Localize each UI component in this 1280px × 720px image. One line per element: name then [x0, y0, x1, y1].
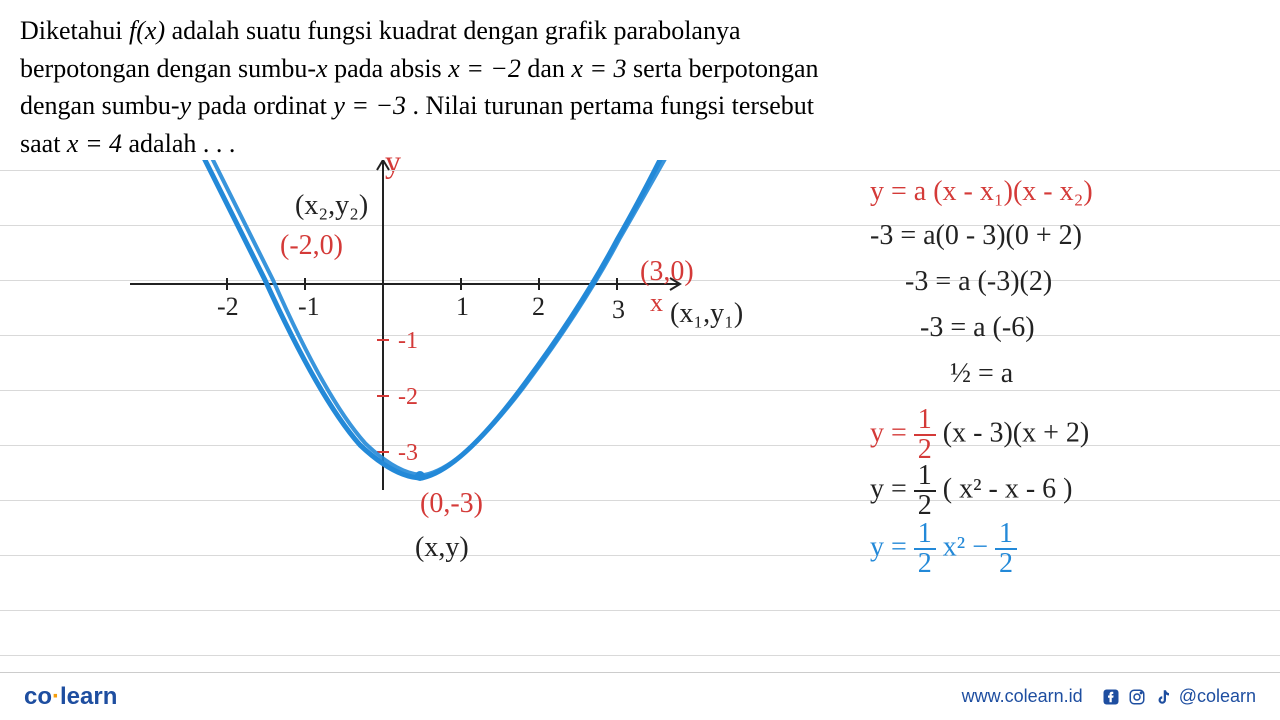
fx: f(x): [129, 16, 165, 45]
work-line-3: -3 = a (-3)(2): [905, 268, 1052, 296]
work-line-4: -3 = a (-6): [920, 314, 1035, 342]
xtick: 3: [612, 295, 625, 324]
text: (x - 3)(x + 2): [943, 417, 1089, 448]
label-x2y2: (x₂,y₂): [295, 192, 368, 220]
num: 1: [914, 462, 936, 492]
work-line-1: y = a (x - x₁)(x - x₂): [870, 178, 1093, 206]
label-minus2-0: (-2,0): [280, 232, 343, 260]
instagram-icon: [1127, 687, 1147, 707]
footer-right: www.colearn.id @colearn: [962, 686, 1256, 707]
eq: x = 3: [571, 54, 626, 83]
logo: co·learn: [24, 683, 117, 711]
ytick: -1: [398, 328, 418, 354]
label-3-0: (3,0): [640, 258, 694, 286]
logo-learn: learn: [60, 683, 117, 710]
xtick: -1: [298, 292, 320, 321]
footer: co·learn www.colearn.id @colearn: [0, 672, 1280, 720]
logo-co: co: [24, 683, 52, 710]
work-line-6: y = 12 (x - 3)(x + 2): [870, 406, 1089, 464]
text: y =: [870, 531, 914, 562]
axis-label-x: x: [650, 290, 663, 316]
ytick: -2: [398, 384, 418, 410]
logo-dot: ·: [52, 683, 60, 710]
den: 2: [914, 550, 936, 578]
social-handle: @colearn: [1179, 686, 1256, 707]
text: adalah suatu fungsi kuadrat dengan grafi…: [172, 16, 741, 45]
var-x: x: [316, 54, 328, 83]
tiktok-icon: [1153, 687, 1173, 707]
num: 1: [914, 406, 936, 436]
text: dan: [527, 54, 571, 83]
text: saat: [20, 129, 67, 158]
label-x1y1: (x₁,y₁): [670, 300, 743, 328]
text: y =: [870, 417, 914, 448]
text: serta berpotongan: [633, 54, 819, 83]
facebook-icon: [1101, 687, 1121, 707]
eq: x = −2: [448, 54, 521, 83]
xtick: -2: [217, 292, 239, 321]
work-line-2: -3 = a(0 - 3)(0 + 2): [870, 222, 1082, 250]
xtick: 1: [456, 292, 469, 321]
text: adalah . . .: [129, 129, 236, 158]
den: 2: [995, 550, 1017, 578]
label-xy: (x,y): [415, 534, 469, 562]
text: y =: [870, 473, 914, 504]
xtick: 2: [532, 292, 545, 321]
work-line-8: y = 12 x² − 12: [870, 520, 1017, 578]
text: pada absis: [334, 54, 448, 83]
eq: x = 4: [67, 129, 122, 158]
problem-text: Diketahui f(x) adalah suatu fungsi kuadr…: [0, 0, 1280, 163]
num: 1: [914, 520, 936, 550]
text: berpotongan dengan sumbu-: [20, 54, 316, 83]
social-icons: @colearn: [1101, 686, 1256, 707]
text: x² −: [936, 531, 995, 562]
text: Diketahui: [20, 16, 129, 45]
parabola-graph: -2 -1 1 2 3 -1 -2 -3: [120, 160, 700, 600]
var-y: y: [180, 91, 192, 120]
text: dengan sumbu-: [20, 91, 180, 120]
work-line-5: ½ = a: [950, 360, 1013, 388]
den: 2: [914, 492, 936, 520]
num: 1: [995, 520, 1017, 550]
footer-url: www.colearn.id: [962, 686, 1083, 707]
ytick: -3: [398, 440, 418, 466]
text: . Nilai turunan pertama fungsi tersebut: [413, 91, 814, 120]
text: ( x² - x - 6 ): [943, 473, 1073, 504]
work-line-7: y = 12 ( x² - x - 6 ): [870, 462, 1073, 520]
eq: y = −3: [333, 91, 406, 120]
text: pada ordinat: [198, 91, 334, 120]
label-0-minus3: (0,-3): [420, 490, 483, 518]
